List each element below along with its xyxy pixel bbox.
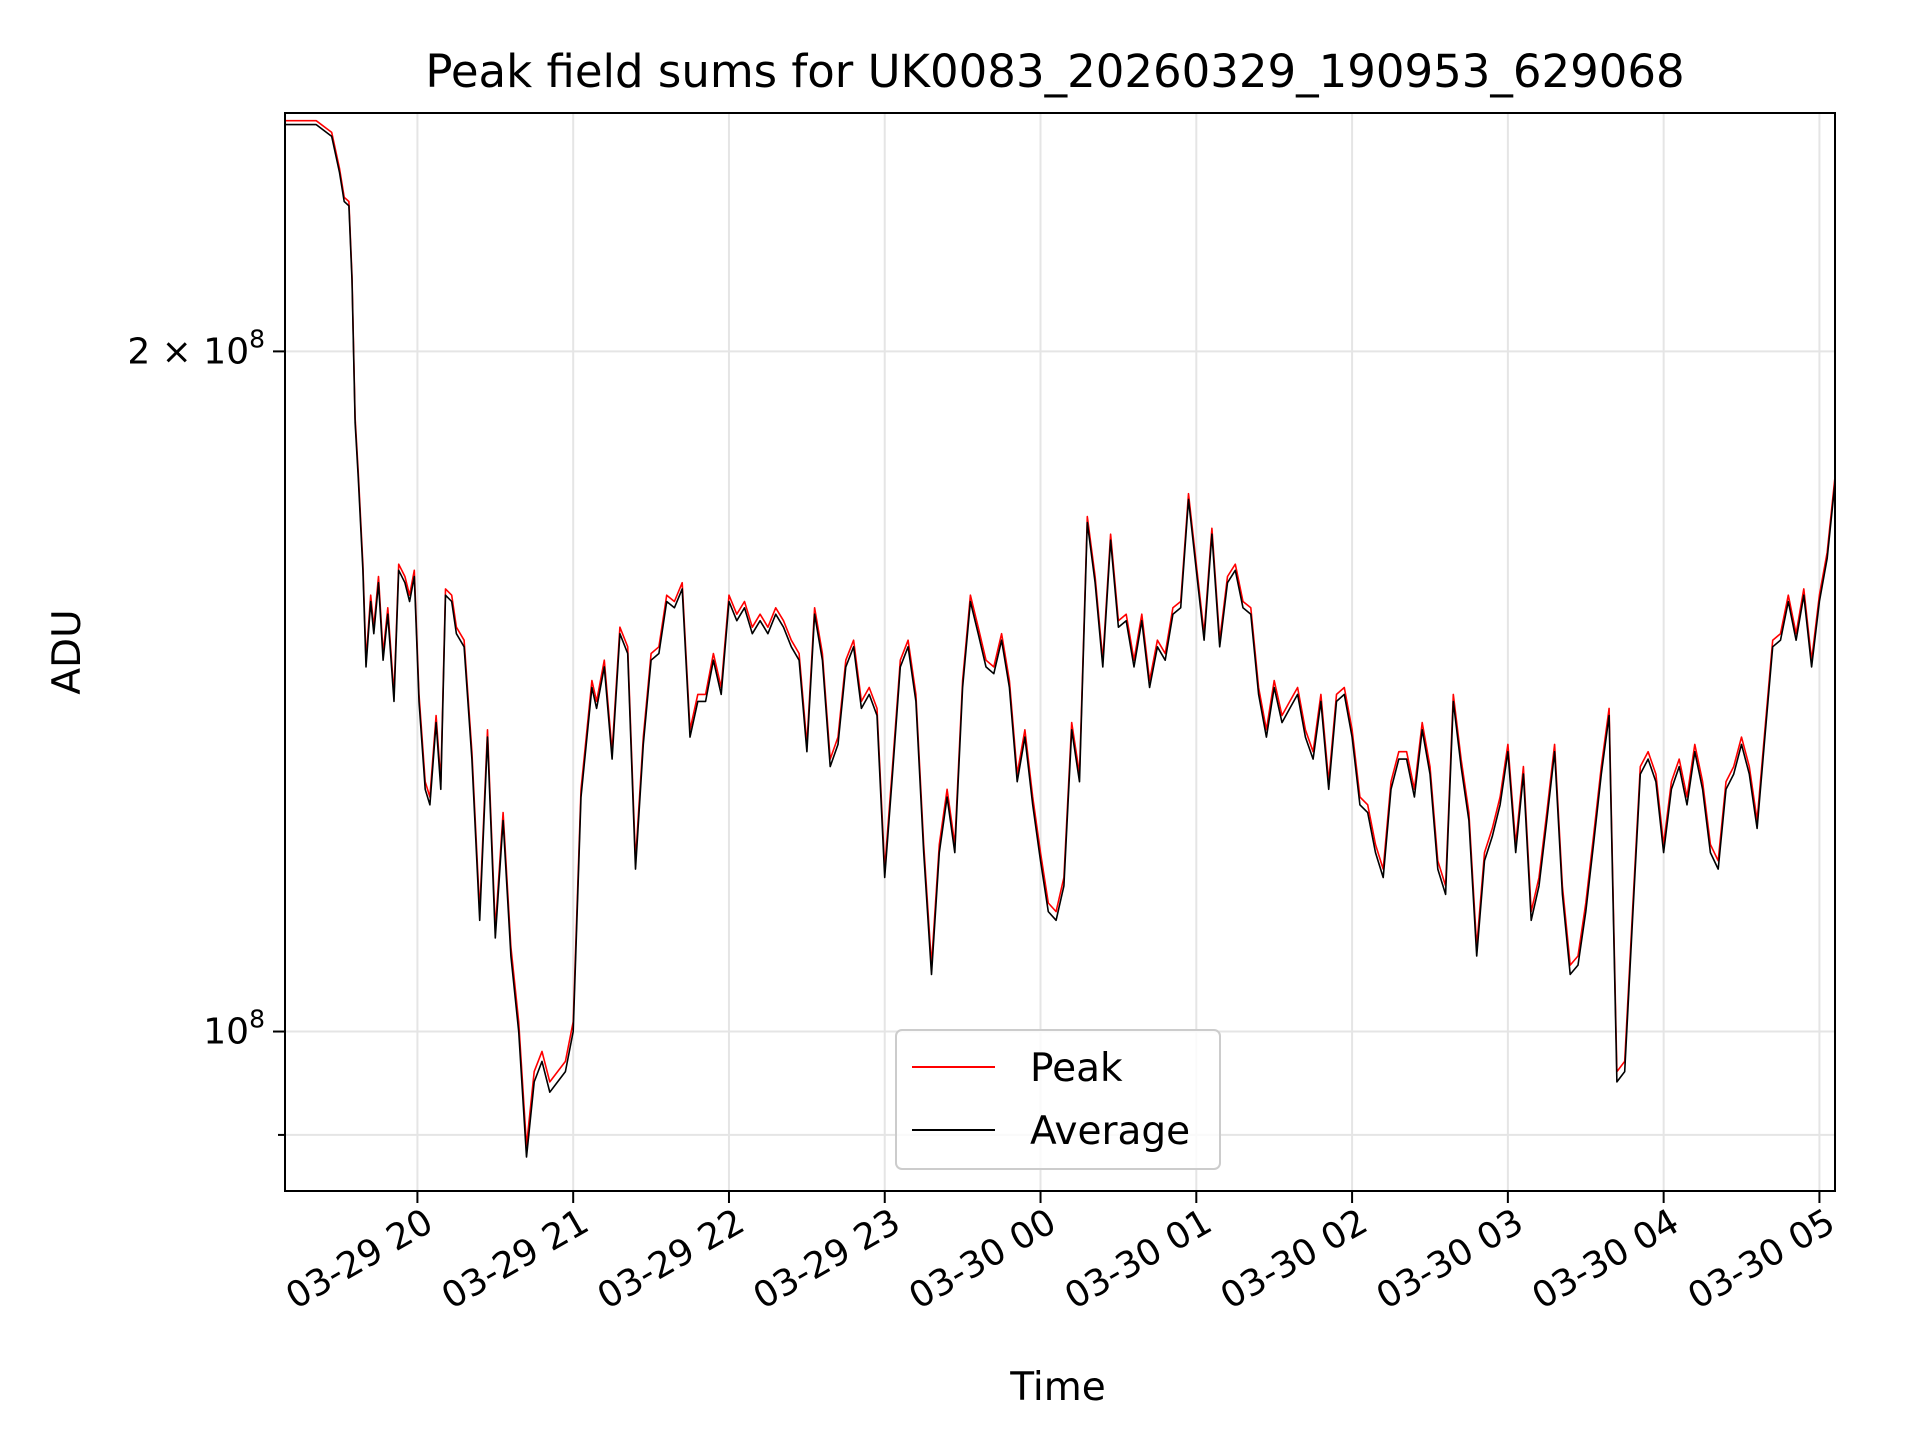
legend-peak-label: Peak — [1030, 1046, 1123, 1091]
y-axis-ticks: 108 2 × 108 — [127, 324, 285, 1136]
legend: Peak Average — [895, 1029, 1221, 1170]
x-axis-label: Time — [1009, 1365, 1105, 1410]
series-average — [285, 123, 1836, 1158]
y-tick-label: 2 × 108 — [127, 324, 265, 372]
y-tick-label: 108 — [203, 1005, 265, 1053]
legend-average-label: Average — [1030, 1109, 1190, 1154]
plot-frame — [284, 112, 1836, 1192]
y-axis-label: ADU — [45, 609, 90, 694]
legend-box — [895, 1029, 1221, 1170]
chart-title: Peak field sums for UK0083_20260329_1909… — [425, 45, 1684, 98]
average-line — [285, 123, 1836, 1158]
